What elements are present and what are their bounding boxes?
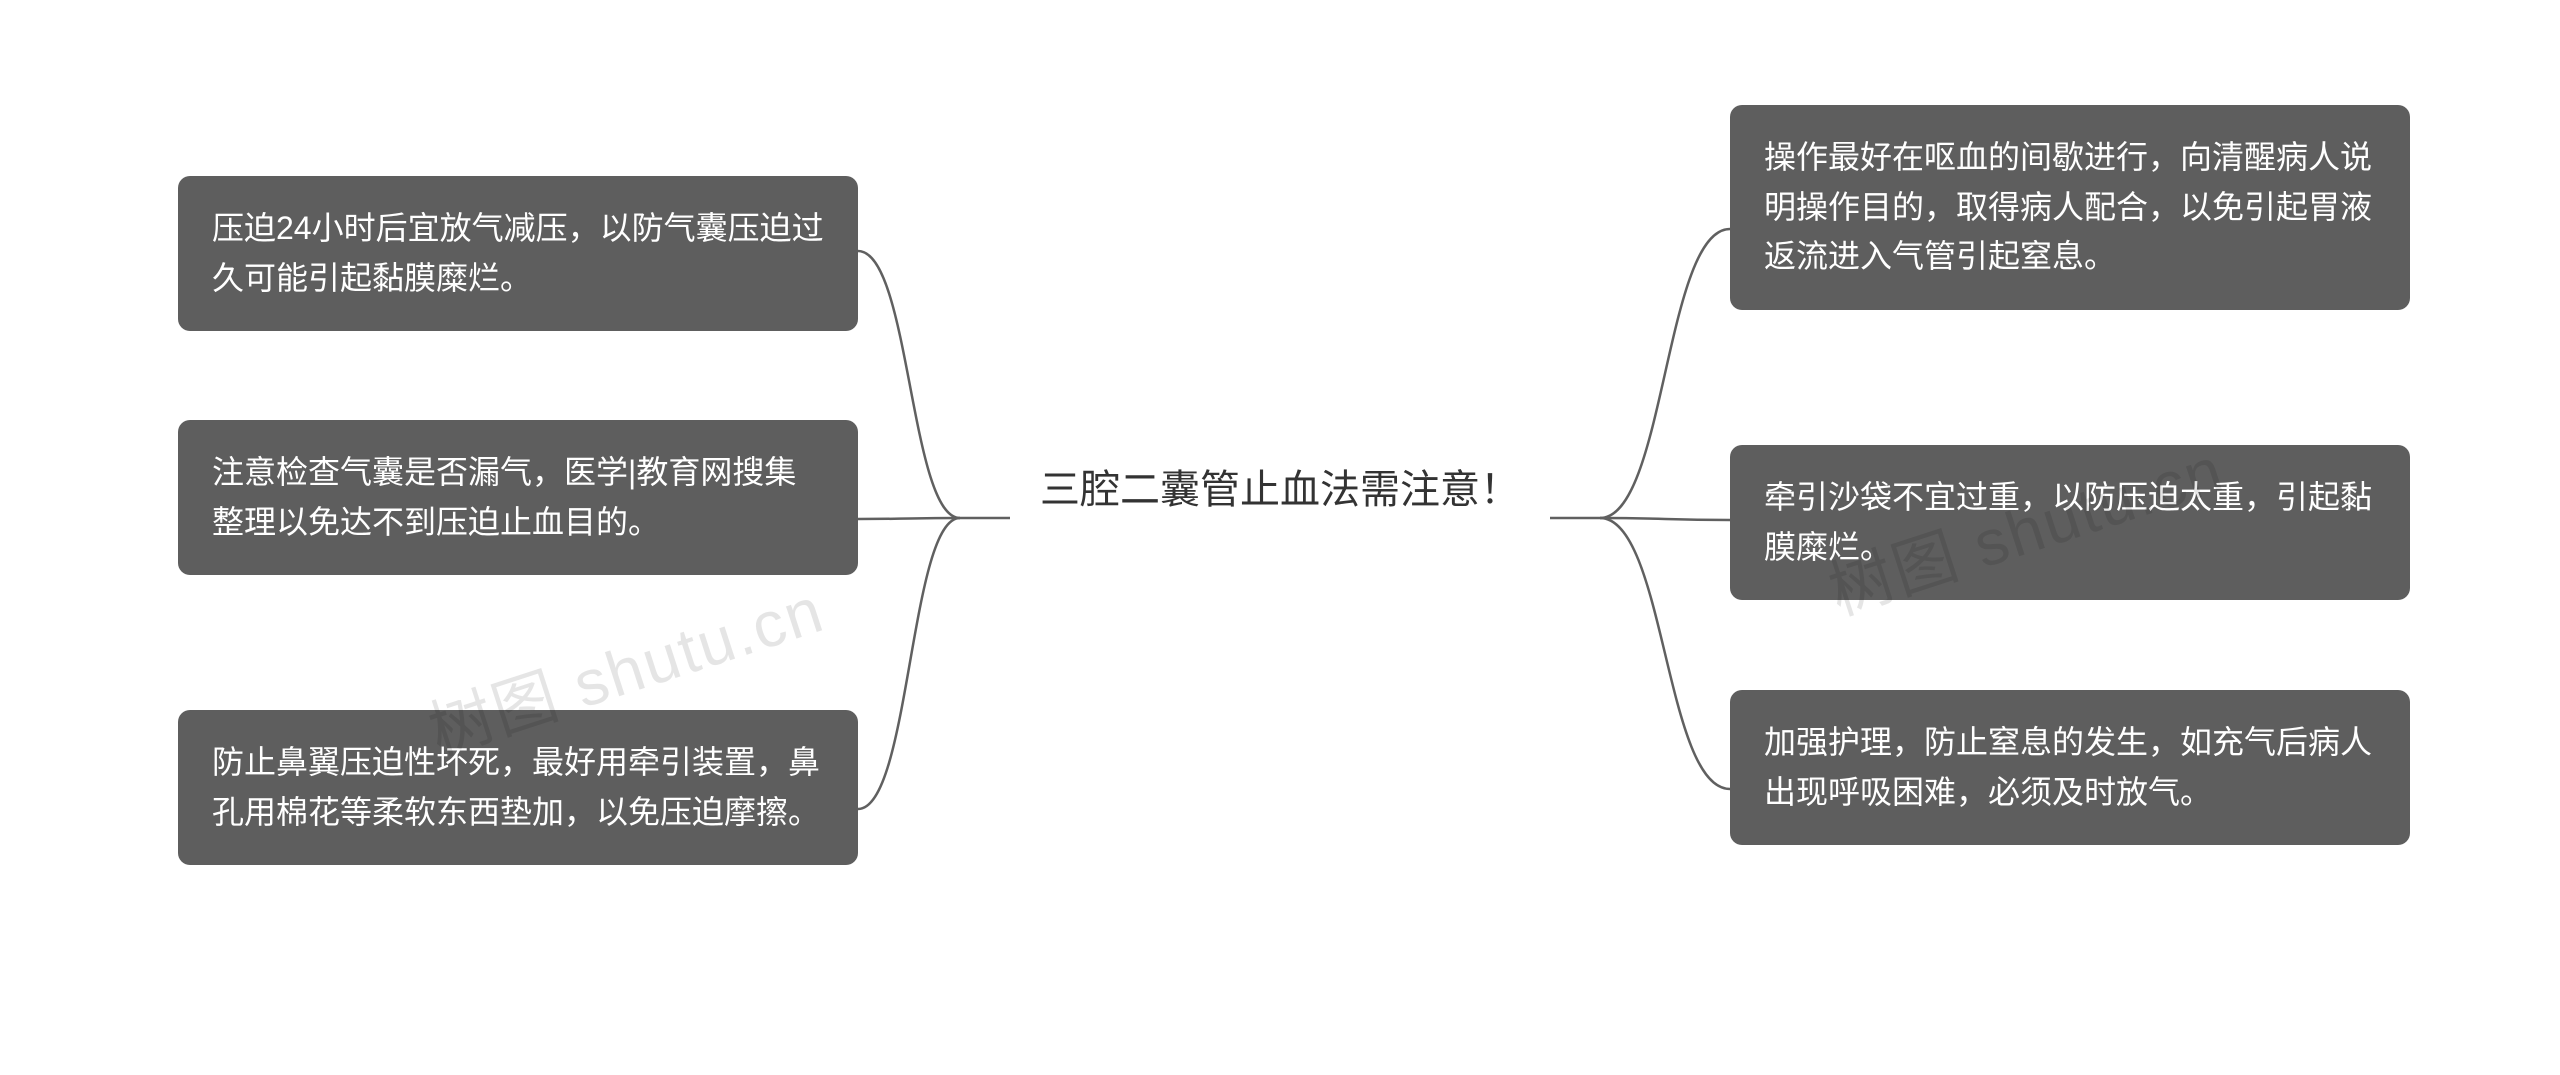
right-node-2: 牵引沙袋不宜过重，以防压迫太重，引起黏膜糜烂。 xyxy=(1730,445,2410,600)
left-node-1: 压迫24小时后宜放气减压，以防气囊压迫过久可能引起黏膜糜烂。 xyxy=(178,176,858,331)
left-node-2: 注意检查气囊是否漏气，医学|教育网搜集整理以免达不到压迫止血目的。 xyxy=(178,420,858,575)
left-node-3: 防止鼻翼压迫性坏死，最好用牵引装置，鼻孔用棉花等柔软东西垫加，以免压迫摩擦。 xyxy=(178,710,858,865)
right-node-1: 操作最好在呕血的间歇进行，向清醒病人说明操作目的，取得病人配合，以免引起胃液返流… xyxy=(1730,105,2410,310)
mindmap-canvas: 三腔二囊管止血法需注意！ 压迫24小时后宜放气减压，以防气囊压迫过久可能引起黏膜… xyxy=(0,0,2560,1075)
right-node-3: 加强护理，防止窒息的发生，如充气后病人出现呼吸困难，必须及时放气。 xyxy=(1730,690,2410,845)
center-topic: 三腔二囊管止血法需注意！ xyxy=(1010,460,1550,520)
